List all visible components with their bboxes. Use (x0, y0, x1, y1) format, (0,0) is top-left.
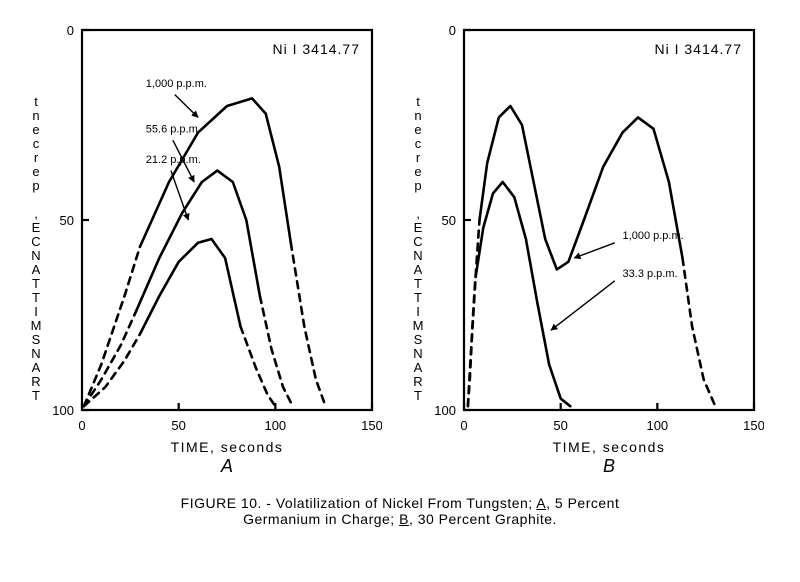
svg-text:N: N (31, 248, 40, 263)
svg-text:A: A (32, 262, 41, 277)
svg-text:T: T (414, 276, 422, 291)
svg-text:TIME, seconds: TIME, seconds (171, 439, 284, 455)
svg-text:,: , (416, 206, 420, 221)
panel-b: 050100150050100TIME, secondsTRANSMITTANC… (402, 20, 764, 485)
caption-text: Germanium in Charge; (243, 511, 399, 527)
svg-text:C: C (31, 234, 40, 249)
figure-caption: FIGURE 10. - Volatilization of Nickel Fr… (20, 495, 780, 527)
svg-text:N: N (413, 346, 422, 361)
svg-text:E: E (32, 220, 41, 235)
svg-text:e: e (32, 122, 39, 137)
svg-text:t: t (416, 94, 420, 109)
svg-text:50: 50 (553, 418, 567, 433)
caption-text: , 5 Percent (546, 495, 619, 511)
panels-row: 050100150050100TIME, secondsTRANSMITTANC… (20, 20, 780, 485)
svg-text:p: p (414, 178, 421, 193)
svg-text:50: 50 (60, 213, 74, 228)
svg-text:1,000 p.p.m.: 1,000 p.p.m. (623, 230, 684, 242)
svg-text:Ni I 3414.77: Ni I 3414.77 (655, 41, 743, 57)
svg-text:c: c (415, 136, 422, 151)
svg-text:E: E (414, 220, 423, 235)
svg-text:100: 100 (646, 418, 668, 433)
svg-text:R: R (31, 374, 40, 389)
svg-text:p: p (32, 178, 39, 193)
svg-text:0: 0 (67, 23, 74, 38)
svg-text:e: e (414, 164, 421, 179)
svg-text:I: I (34, 304, 38, 319)
svg-text:N: N (413, 248, 422, 263)
caption-text: FIGURE 10. - Volatilization of Nickel Fr… (181, 495, 537, 511)
svg-text:t: t (34, 94, 38, 109)
svg-text:150: 150 (361, 418, 382, 433)
svg-text:A: A (220, 456, 233, 476)
svg-text:,: , (34, 206, 38, 221)
svg-text:M: M (31, 318, 42, 333)
svg-text:100: 100 (264, 418, 286, 433)
svg-text:A: A (414, 360, 423, 375)
svg-text:50: 50 (171, 418, 185, 433)
svg-text:21.2 p.p.m.: 21.2 p.p.m. (146, 154, 201, 166)
svg-text:e: e (414, 122, 421, 137)
svg-text:M: M (413, 318, 424, 333)
svg-text:e: e (32, 164, 39, 179)
svg-text:50: 50 (442, 213, 456, 228)
chart-b: 050100150050100TIME, secondsTRANSMITTANC… (402, 20, 764, 480)
figure-container: 050100150050100TIME, secondsTRANSMITTANC… (20, 20, 780, 527)
svg-text:n: n (32, 108, 39, 123)
svg-text:S: S (32, 332, 41, 347)
svg-text:T: T (414, 290, 422, 305)
svg-text:N: N (31, 346, 40, 361)
svg-text:100: 100 (434, 403, 456, 418)
svg-text:Ni I 3414.77: Ni I 3414.77 (273, 41, 361, 57)
caption-text: , 30 Percent Graphite. (409, 511, 557, 527)
svg-text:T: T (32, 290, 40, 305)
svg-text:0: 0 (78, 418, 85, 433)
svg-text:n: n (414, 108, 421, 123)
svg-text:T: T (32, 388, 40, 403)
svg-text:TIME, seconds: TIME, seconds (553, 439, 666, 455)
svg-text:S: S (414, 332, 423, 347)
svg-text:R: R (413, 374, 422, 389)
svg-text:0: 0 (449, 23, 456, 38)
svg-text:T: T (414, 388, 422, 403)
svg-text:C: C (413, 234, 422, 249)
svg-text:c: c (33, 136, 40, 151)
chart-a: 050100150050100TIME, secondsTRANSMITTANC… (20, 20, 382, 480)
svg-text:A: A (32, 360, 41, 375)
svg-text:33.3 p.p.m.: 33.3 p.p.m. (623, 268, 678, 280)
svg-text:r: r (416, 150, 421, 165)
svg-text:100: 100 (52, 403, 74, 418)
svg-text:A: A (414, 262, 423, 277)
svg-text:r: r (34, 150, 39, 165)
panel-a: 050100150050100TIME, secondsTRANSMITTANC… (20, 20, 382, 485)
svg-text:1,000 p.p.m.: 1,000 p.p.m. (146, 78, 207, 90)
caption-b-ref: B (399, 511, 409, 527)
svg-text:B: B (603, 456, 615, 476)
svg-text:55.6 p.p.m.: 55.6 p.p.m. (146, 124, 201, 136)
svg-text:0: 0 (460, 418, 467, 433)
svg-text:I: I (416, 304, 420, 319)
svg-text:150: 150 (743, 418, 764, 433)
svg-text:T: T (32, 276, 40, 291)
caption-a-ref: A (536, 495, 546, 511)
